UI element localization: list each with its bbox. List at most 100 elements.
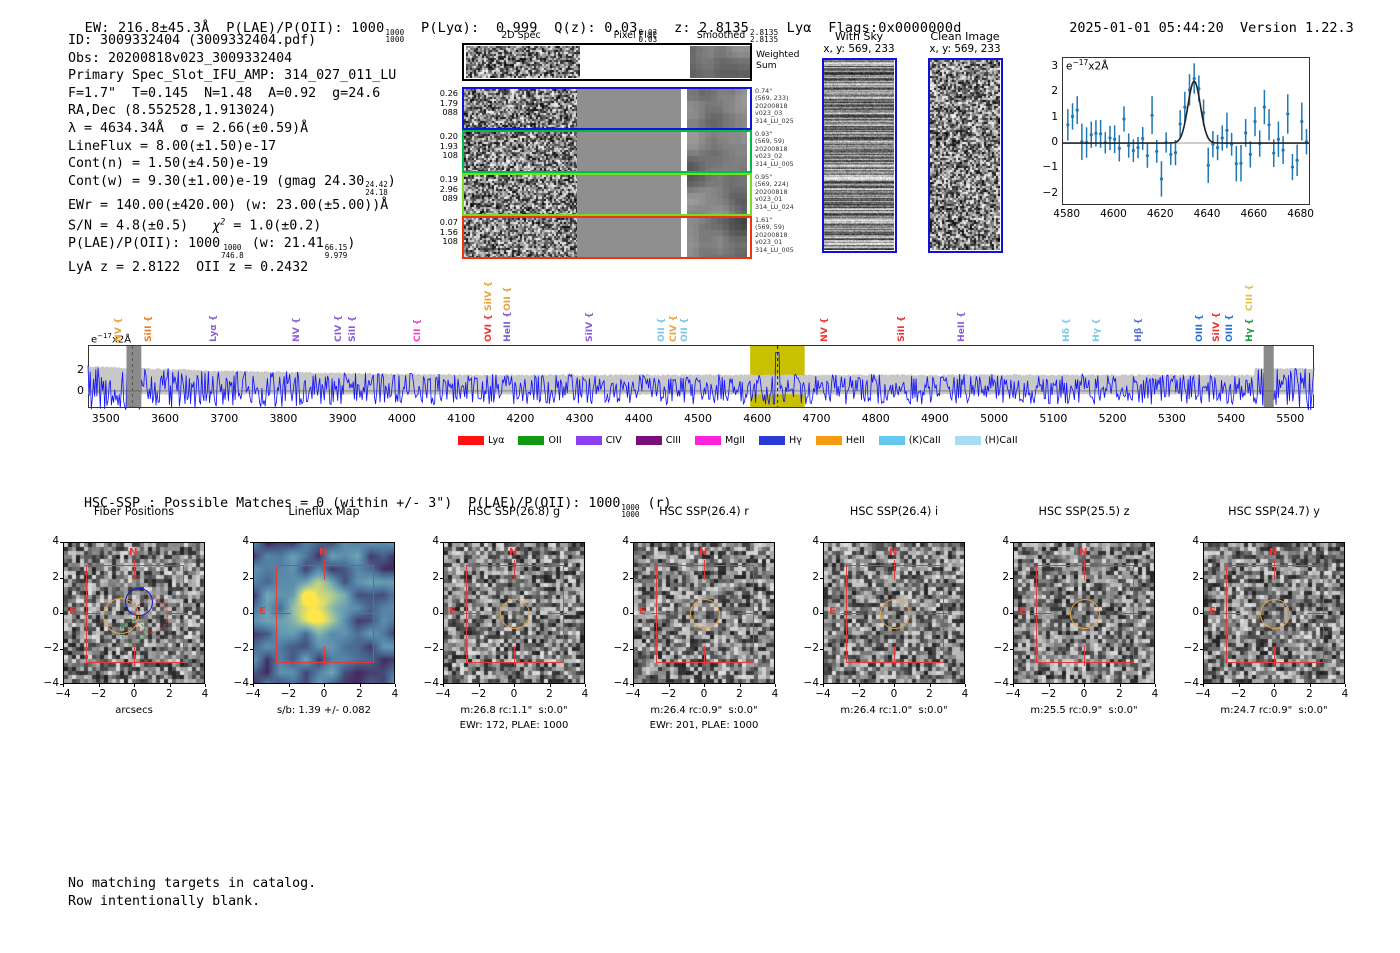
cutout-ytick-mark	[1200, 648, 1203, 650]
crosshair-vertical	[324, 560, 325, 580]
crosshair-horizontal	[651, 613, 671, 614]
line-profile-axes	[1062, 57, 1310, 205]
cutout-title: HSC SSP(26.4) r	[659, 505, 749, 518]
cutout-ytick-mark	[1010, 648, 1013, 650]
cutout-xtick-mark	[1048, 684, 1050, 687]
cutout-xtick-mark	[478, 684, 480, 687]
cutout-ytick: 4	[432, 535, 439, 547]
cutout-title: HSC SSP(26.4) i	[849, 505, 939, 518]
cutout-ytick-mark	[820, 577, 823, 579]
cutout-xtick: 0	[320, 688, 328, 700]
spec2d-row-left-labels: 0.07 1.56 108	[439, 217, 458, 247]
cutout-xtick: −2	[90, 688, 107, 700]
compass-east-label: E	[69, 606, 76, 617]
spec2d-fiber-row	[462, 87, 752, 130]
cutout-ytick-mark	[250, 684, 253, 685]
cutout-xtick: 2	[546, 688, 553, 700]
crosshair-vertical	[134, 646, 135, 666]
spec2d-row-left-labels: 0.20 1.93 108	[439, 131, 458, 161]
imaging-cutout-subtitle: x, y: 569, 233	[823, 43, 895, 55]
legend-item-mgii: MgII	[694, 435, 745, 446]
cutout-xtick: −4	[1005, 688, 1021, 700]
emission-line-label: SiIV {	[583, 311, 595, 342]
spec2d-panel-pixelflat	[577, 89, 681, 128]
emission-line-label: OIII {	[1193, 314, 1205, 342]
spec2d-row-left-labels: 0.19 2.96 089	[439, 174, 458, 204]
cutout-xtick-mark	[514, 684, 515, 687]
full-spectrum-xtick: 4600	[743, 412, 772, 425]
info-redshifts: LyA z = 2.8122 OII z = 0.2432	[68, 260, 309, 276]
cutout-ytick: 0	[242, 606, 249, 618]
aperture-circle	[1260, 599, 1290, 629]
cutout-subtitle-1: m:26.4 rc:1.0" s:0.0"	[840, 705, 948, 716]
spec2d-panel-smoothed	[687, 175, 747, 214]
line-profile-ytick: 2	[1051, 85, 1058, 98]
cutout-xtick: 0	[1270, 688, 1278, 700]
info-ewr: EWr = 140.00(±420.00) (w: 23.00(±5.00))Å	[68, 197, 389, 213]
cutout-xtick-mark	[1238, 684, 1240, 687]
cutout-ytick-mark	[1010, 613, 1013, 614]
emission-line-label: OII {	[678, 317, 690, 342]
cutout-xtick: −2	[660, 688, 677, 700]
crosshair-horizontal	[357, 613, 377, 614]
line-profile-xtick: 4600	[1100, 208, 1127, 220]
full-spectrum-xtick: 3700	[210, 412, 239, 425]
cutout-xtick-mark	[395, 684, 396, 687]
cutout-ytick-mark	[1200, 542, 1203, 543]
cutout-xtick-mark	[585, 684, 586, 687]
cutout-ytick-mark	[60, 648, 63, 650]
cutout-ytick: −2	[43, 641, 59, 654]
crosshair-vertical	[894, 646, 895, 666]
line-profile-ytick: 0	[1051, 136, 1058, 149]
header-version: Version 1.22.3	[1239, 20, 1354, 36]
line-profile-ytick: 3	[1051, 60, 1058, 73]
legend-label: CIV	[605, 435, 622, 446]
cutout-ytick-mark	[1200, 613, 1203, 614]
cutout-ytick: 0	[622, 606, 629, 618]
cutout-ytick: −2	[993, 641, 1009, 654]
cutout-ytick: 0	[1192, 606, 1199, 618]
header-qz-frac: 0.03 0.03	[638, 27, 658, 45]
cutout-subtitle-1: m:26.4 rc:0.9" s:0.0"	[650, 705, 758, 716]
legend-item-ciii: CIII	[635, 435, 681, 446]
full-spectrum-xtick: 4500	[684, 412, 713, 425]
cutout-ytick: −4	[993, 677, 1009, 689]
cutout-xtick-mark	[443, 684, 444, 687]
legend-label: OII	[548, 435, 562, 446]
line-profile-ytick: 1	[1051, 110, 1058, 123]
info-radec: RA,Dec (8.552528,1.913024)	[68, 103, 277, 119]
header-plae-frac: 1000 1000	[385, 27, 405, 45]
cutout-ytick: 4	[52, 535, 59, 547]
full-spectrum-xtick: 5500	[1276, 412, 1305, 425]
cutout-ytick-mark	[60, 684, 63, 685]
crosshair-vertical	[134, 560, 135, 580]
cutout-subtitle-1: arcsecs	[115, 705, 153, 716]
emission-line-label: NV {	[819, 317, 831, 342]
spec2d-fiber-row-inner	[464, 132, 750, 171]
spec2d-weighted-2dspec	[466, 46, 580, 78]
masked-region	[1263, 346, 1274, 407]
aperture-circle	[690, 599, 720, 629]
full-spectrum-xtick: 3900	[328, 412, 357, 425]
legend-label: (H)CaII	[984, 435, 1018, 446]
cutout-xtick: 2	[736, 688, 743, 700]
info-gmag-frac: 24.42 24.18	[365, 180, 388, 198]
spec2d-fiber-row-inner	[464, 175, 750, 214]
cutout-xtick: 2	[1306, 688, 1313, 700]
imaging-cutout-image	[928, 58, 1003, 253]
cutout-aperture-box	[1036, 565, 1134, 663]
legend-item-hγ: Hγ	[759, 435, 802, 446]
legend-swatch	[518, 436, 545, 445]
cutout-xtick-mark	[704, 684, 705, 687]
spec2d-panel-2dspec	[464, 175, 578, 214]
emission-line-label: Lyα {	[208, 314, 220, 342]
cutout-xtick: 0	[890, 688, 898, 700]
legend-swatch	[759, 436, 785, 445]
line-profile-flux-unit: e−17x2Å	[1066, 58, 1109, 73]
emission-line-label: OIII {	[1223, 314, 1235, 342]
cutout-xtick-mark	[1203, 684, 1204, 687]
legend-item-heii: HeII	[815, 435, 865, 446]
cutout-aperture-box	[656, 565, 754, 663]
compass-north-label: N	[129, 547, 138, 558]
line-profile-xtick: 4640	[1193, 208, 1221, 220]
